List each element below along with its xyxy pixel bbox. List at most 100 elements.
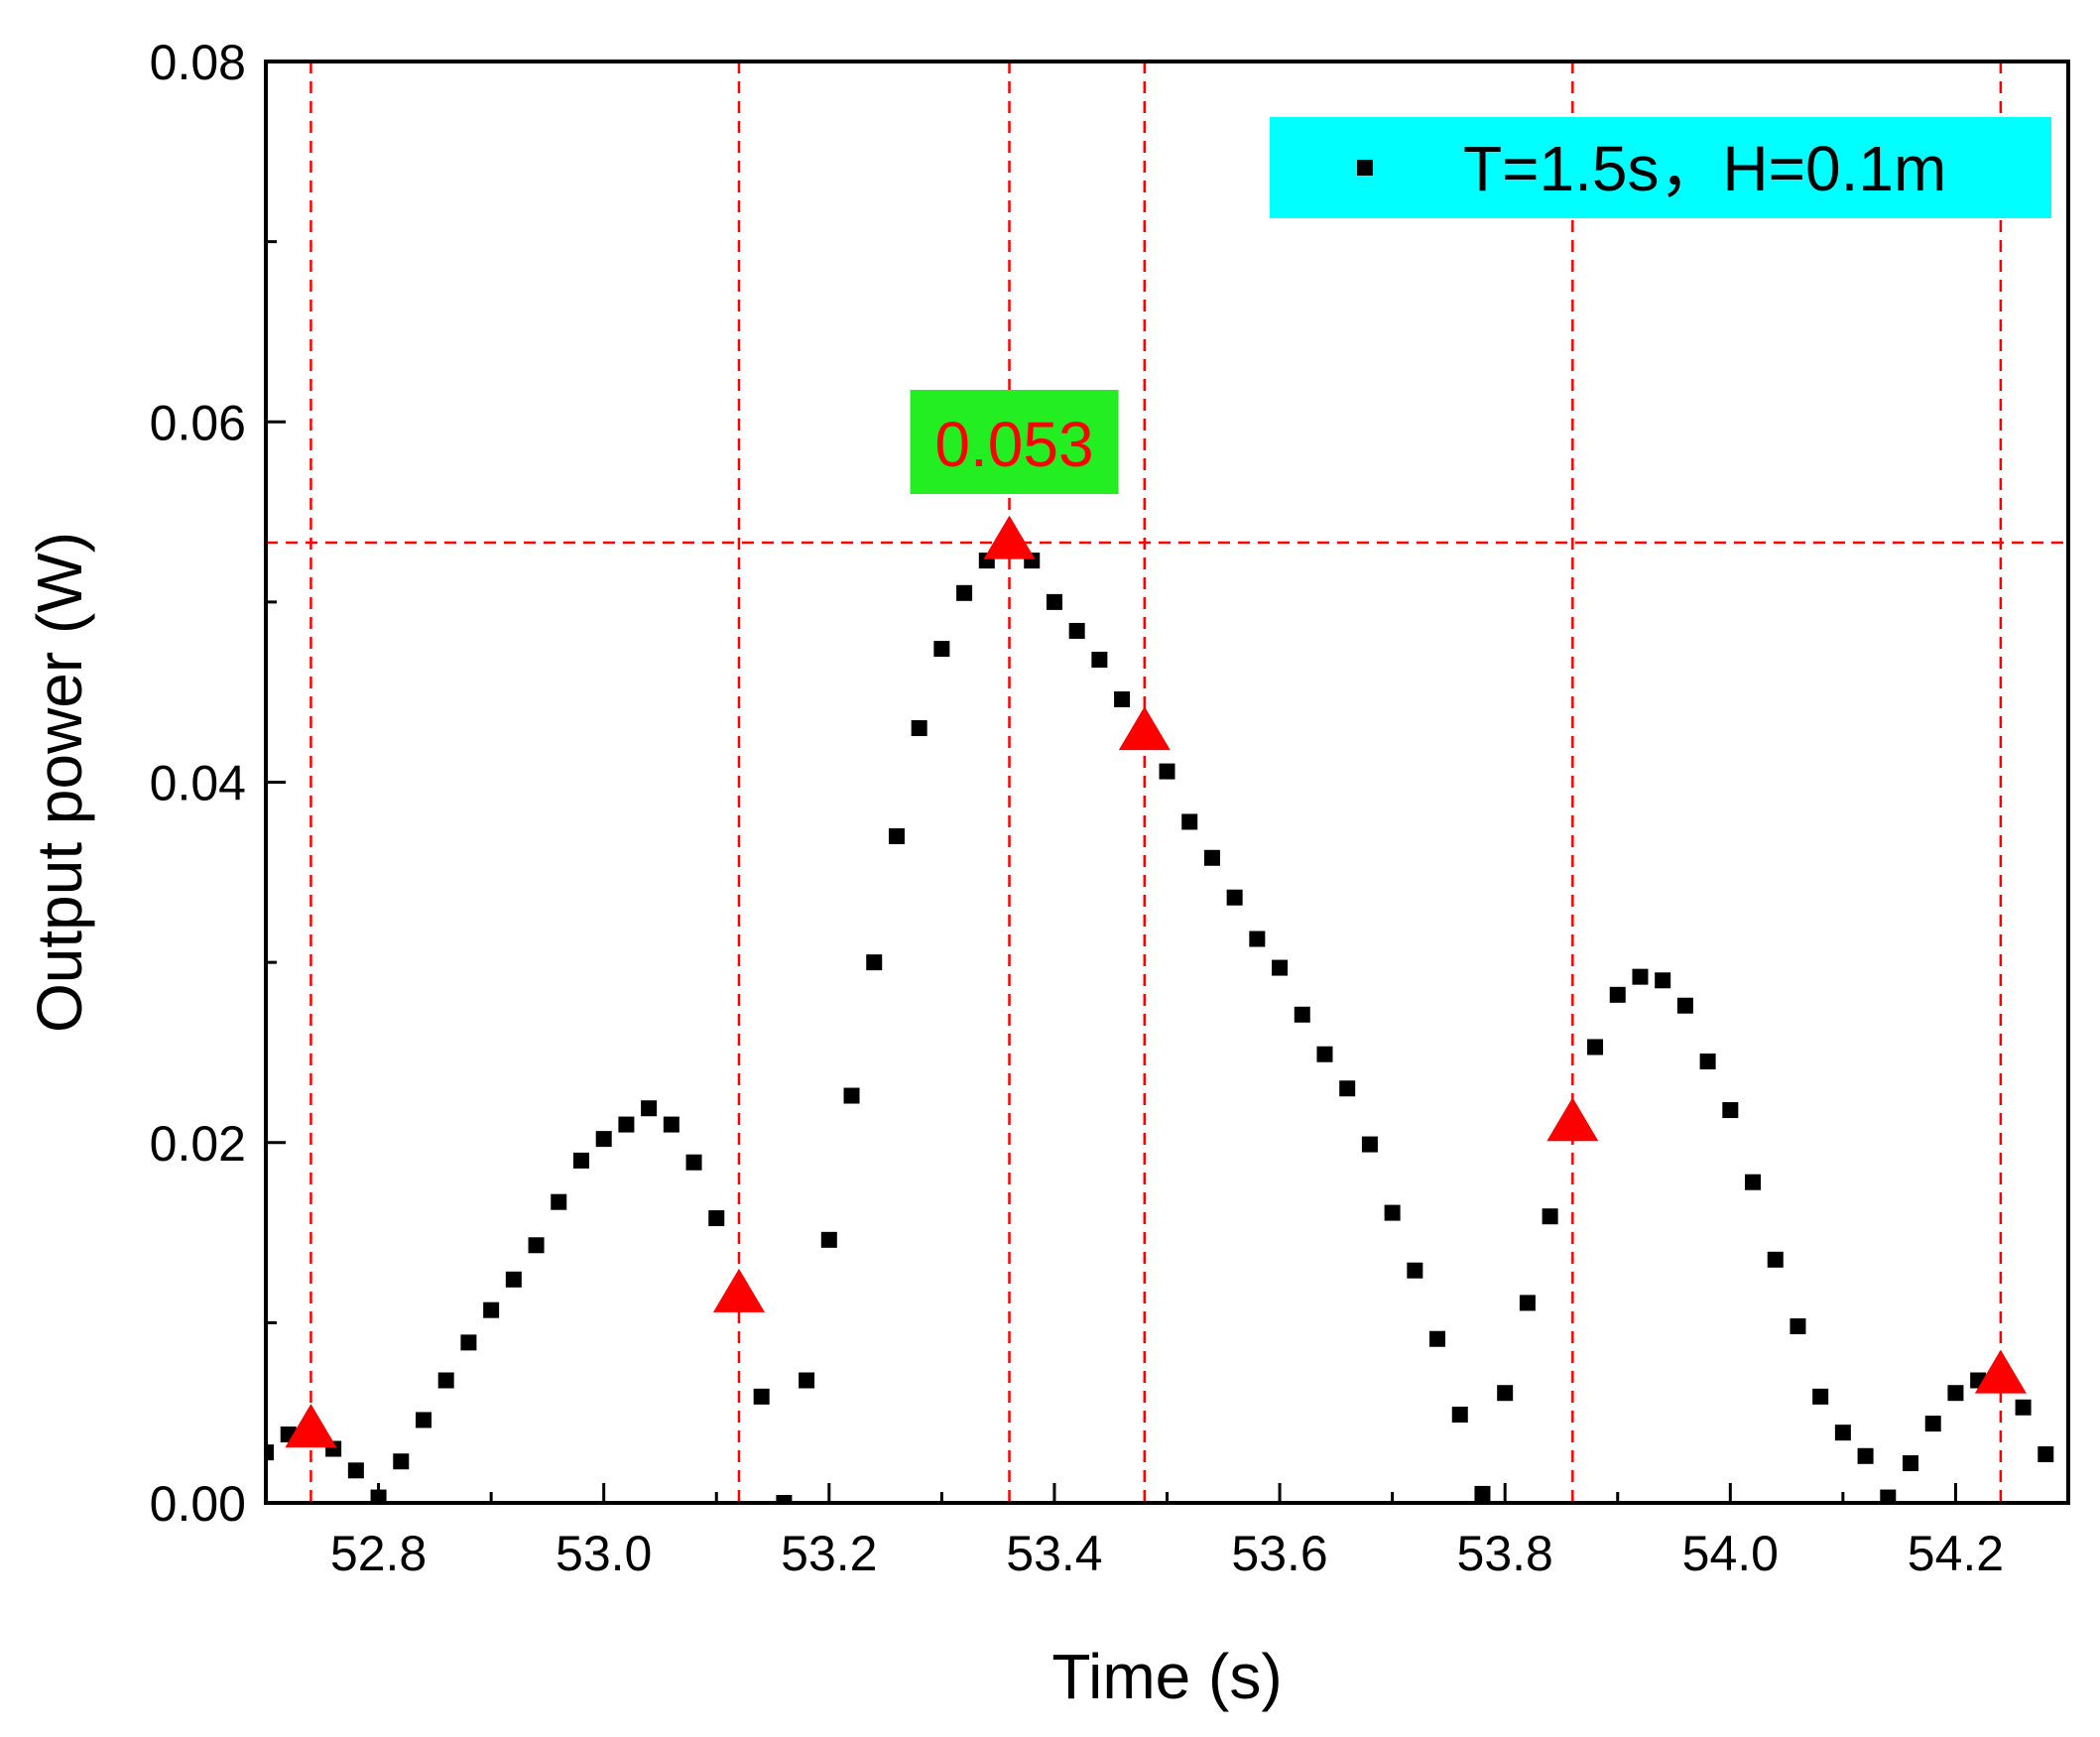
data-point-36 <box>1068 622 1085 639</box>
legend-background <box>1270 117 2051 218</box>
data-point-66 <box>1745 1174 1762 1190</box>
data-point-65 <box>1722 1102 1739 1119</box>
y-axis-title: Output power (W) <box>24 532 95 1033</box>
y-tick-label-1: 0.02 <box>150 1116 246 1172</box>
legend-label: T=1.5s，H=0.1m <box>1463 133 1946 204</box>
data-point-8 <box>437 1372 454 1389</box>
data-point-7 <box>415 1412 432 1428</box>
data-point-78 <box>2015 1399 2032 1416</box>
data-point-52 <box>1429 1330 1446 1347</box>
data-point-64 <box>1699 1054 1716 1070</box>
x-tick-label-5: 53.8 <box>1457 1526 1553 1581</box>
data-point-71 <box>1857 1447 1874 1464</box>
data-point-74 <box>1924 1416 1941 1432</box>
data-point-53 <box>1451 1407 1468 1424</box>
x-tick-label-1: 53.0 <box>556 1526 652 1581</box>
data-point-43 <box>1226 889 1243 906</box>
data-point-20 <box>708 1210 725 1227</box>
data-point-79 <box>2038 1445 2054 1462</box>
triangle-marker-0 <box>285 1404 337 1448</box>
data-point-70 <box>1834 1425 1851 1441</box>
data-point-61 <box>1632 968 1649 985</box>
data-point-23 <box>776 1495 793 1505</box>
data-point-9 <box>460 1334 477 1351</box>
data-point-12 <box>528 1237 545 1254</box>
x-tick-label-2: 53.2 <box>781 1526 877 1581</box>
data-point-18 <box>663 1116 679 1133</box>
data-point-16 <box>618 1116 635 1133</box>
data-point-38 <box>1114 690 1131 707</box>
data-point-28 <box>888 827 905 844</box>
x-tick-label-4: 53.6 <box>1231 1526 1327 1581</box>
data-point-19 <box>685 1154 702 1171</box>
data-point-25 <box>820 1231 837 1248</box>
data-point-40 <box>1159 763 1175 780</box>
y-tick-label-2: 0.04 <box>150 756 246 811</box>
data-point-6 <box>393 1453 410 1470</box>
x-tick-label-6: 54.0 <box>1682 1526 1779 1581</box>
y-tick-label-0: 0.00 <box>150 1476 246 1532</box>
data-point-57 <box>1542 1208 1558 1225</box>
x-axis-title: Time (s) <box>1051 1641 1282 1712</box>
data-point-49 <box>1361 1136 1378 1153</box>
peak-annotation-label: 0.053 <box>934 409 1093 480</box>
y-tick-label-4: 0.08 <box>150 35 246 90</box>
triangle-marker-5 <box>1974 1349 2027 1394</box>
data-point-10 <box>483 1302 500 1318</box>
reference-lines <box>266 62 2068 1503</box>
data-point-44 <box>1249 931 1266 947</box>
data-point-55 <box>1497 1385 1514 1402</box>
y-tick-label-3: 0.06 <box>150 395 246 450</box>
data-point-48 <box>1339 1080 1356 1097</box>
x-tick-label-7: 54.2 <box>1908 1526 2004 1581</box>
data-point-42 <box>1203 849 1220 866</box>
data-point-45 <box>1272 959 1289 976</box>
data-point-75 <box>1947 1385 1964 1402</box>
triangle-marker-1 <box>712 1268 765 1312</box>
data-point-27 <box>866 954 883 971</box>
x-tick-label-3: 53.4 <box>1006 1526 1102 1581</box>
data-point-50 <box>1384 1204 1401 1221</box>
data-point-41 <box>1181 813 1198 830</box>
data-point-54 <box>1474 1485 1491 1502</box>
data-point-30 <box>933 641 950 658</box>
data-point-14 <box>572 1152 589 1169</box>
triangle-marker-3 <box>1118 706 1171 751</box>
data-point-60 <box>1609 986 1626 1003</box>
data-point-31 <box>956 584 973 601</box>
triangle-markers <box>285 515 2027 1448</box>
legend-marker-square <box>1357 160 1373 176</box>
data-point-37 <box>1091 651 1108 668</box>
data-point-68 <box>1790 1318 1806 1335</box>
data-point-73 <box>1903 1455 1919 1472</box>
data-point-69 <box>1812 1388 1829 1405</box>
data-point-59 <box>1587 1039 1604 1055</box>
peak-annotation-background <box>910 390 1119 494</box>
data-point-51 <box>1407 1262 1423 1279</box>
triangle-marker-2 <box>983 515 1036 559</box>
triangle-marker-4 <box>1546 1097 1599 1142</box>
data-point-62 <box>1655 972 1671 989</box>
data-point-13 <box>551 1193 567 1210</box>
data-point-29 <box>911 720 927 737</box>
data-point-26 <box>843 1087 860 1104</box>
plot-frame <box>264 60 2070 1505</box>
peak-annotation: 0.053 <box>910 390 1119 494</box>
data-point-0 <box>266 1444 274 1461</box>
data-point-22 <box>753 1388 770 1405</box>
data-point-47 <box>1316 1046 1333 1062</box>
data-point-17 <box>641 1100 658 1117</box>
data-point-24 <box>799 1372 815 1389</box>
legend: T=1.5s，H=0.1m <box>1270 117 2051 218</box>
data-point-67 <box>1767 1251 1784 1268</box>
data-point-15 <box>595 1131 612 1148</box>
data-point-63 <box>1676 997 1693 1014</box>
data-point-11 <box>505 1271 522 1288</box>
data-point-56 <box>1519 1295 1536 1311</box>
data-point-46 <box>1294 1006 1310 1023</box>
tick-labels: 52.8 53.0 53.2 53.4 53.6 53.8 54.0 54.2 0.00 0.02… <box>150 35 2004 1581</box>
x-tick-label-0: 52.8 <box>330 1526 427 1581</box>
